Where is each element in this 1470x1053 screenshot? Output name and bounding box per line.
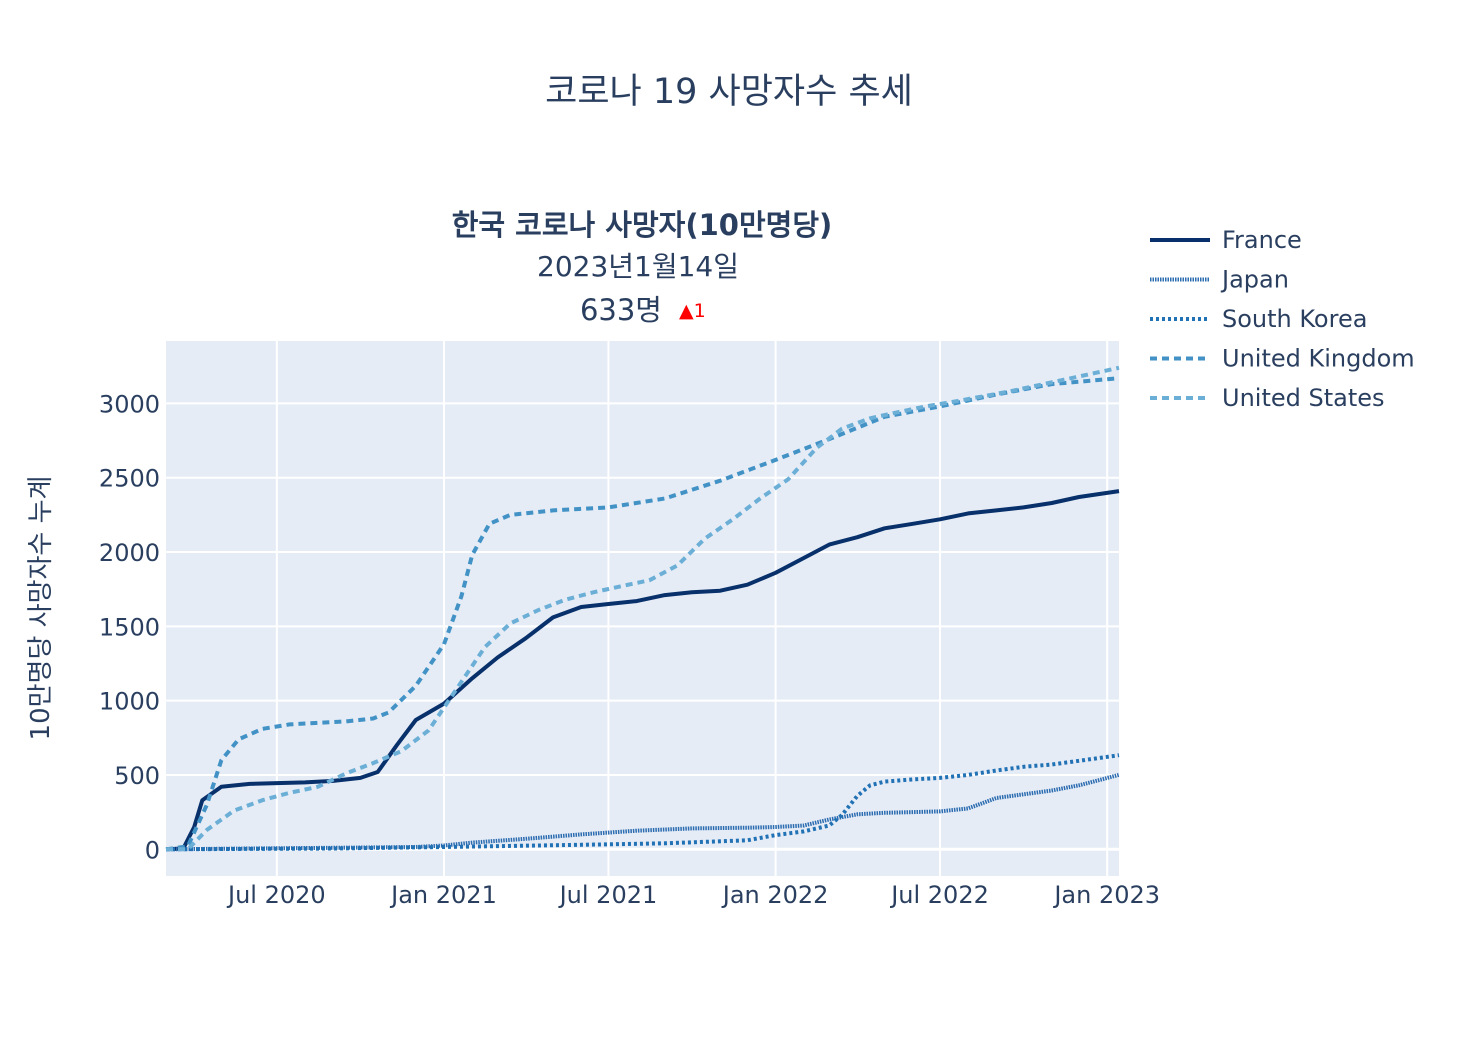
x-tick-label: Jul 2022 xyxy=(889,881,989,909)
legend-label: United Kingdom xyxy=(1222,345,1415,373)
y-tick-labels: 0 500 1000 1500 2000 2500 3000 xyxy=(99,390,160,864)
plot-area xyxy=(166,341,1119,876)
y-tick-label: 500 xyxy=(114,762,160,790)
x-tick-label: Jul 2021 xyxy=(558,881,658,909)
y-tick-label: 3000 xyxy=(99,390,160,418)
series-layer xyxy=(165,365,1120,852)
x-tick-label: Jan 2023 xyxy=(1052,881,1160,909)
legend-label: United States xyxy=(1222,384,1385,412)
legend-label: France xyxy=(1222,226,1302,254)
chart-title: 코로나 19 사망자수 추세 xyxy=(545,72,913,112)
legend-label: Japan xyxy=(1220,266,1289,294)
legend[interactable]: France Japan South Korea United Kingdom Unit… xyxy=(1150,226,1415,412)
y-axis-label: 10만명당 사망자수 누계 xyxy=(26,476,56,741)
gridlines xyxy=(166,341,1119,876)
legend-item[interactable]: United States xyxy=(1150,384,1385,412)
y-tick-label: 2000 xyxy=(99,539,160,567)
series-line-united-kingdom xyxy=(165,376,1120,852)
y-tick-label: 0 xyxy=(145,836,160,864)
legend-label: South Korea xyxy=(1222,305,1367,333)
series-line-japan xyxy=(165,772,1120,852)
indicator-date: 2023년1월14일 xyxy=(537,250,739,283)
x-tick-label: Jan 2022 xyxy=(721,881,829,909)
indicator-title: 한국 코로나 사망자(10만명당) xyxy=(452,208,833,242)
indicator-value: 633명 xyxy=(580,293,662,327)
legend-item[interactable]: United Kingdom xyxy=(1150,345,1415,373)
legend-item[interactable]: France xyxy=(1150,226,1302,254)
y-tick-label: 1000 xyxy=(99,688,160,716)
series-line-united-states xyxy=(166,365,1120,852)
legend-item[interactable]: South Korea xyxy=(1150,305,1367,333)
x-tick-label: Jul 2020 xyxy=(226,881,326,909)
y-tick-label: 1500 xyxy=(99,613,160,641)
series-line-france xyxy=(165,489,1120,852)
legend-item[interactable]: Japan xyxy=(1150,266,1289,294)
y-tick-label: 2500 xyxy=(99,465,160,493)
x-tick-label: Jan 2021 xyxy=(389,881,497,909)
x-tick-labels: Jul 2020 Jan 2021 Jul 2021 Jan 2022 Jul 2022… xyxy=(226,881,1160,909)
indicator-delta: ▲1 xyxy=(679,300,706,322)
